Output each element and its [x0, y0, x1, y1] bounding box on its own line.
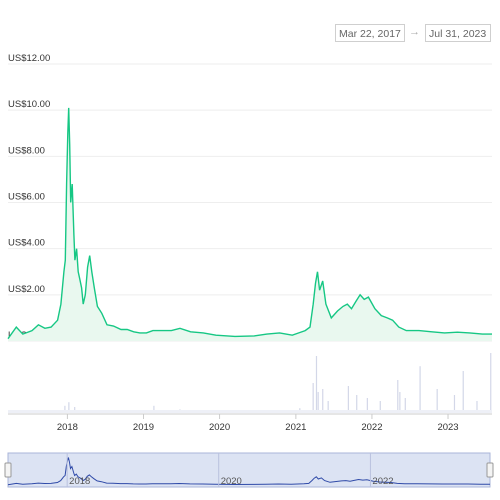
x-tick-label: 2021 [285, 422, 306, 433]
volume-bar [64, 405, 66, 413]
price-line [7, 107, 492, 340]
volume-bar [68, 402, 70, 413]
volume-bars [8, 353, 492, 413]
x-tick-label: 2022 [361, 422, 382, 433]
navigator-tick-label: 2018 [69, 476, 90, 487]
x-tick-label: 2019 [133, 422, 154, 433]
volume-bar [397, 380, 399, 413]
volume-bar [347, 386, 349, 413]
volume-bar [453, 395, 456, 413]
volume-bar [462, 371, 464, 413]
navigator-window[interactable] [7, 452, 491, 488]
volume-bar [366, 398, 368, 413]
volume-bar [322, 389, 324, 413]
y-tick-label: US$4.00 [8, 238, 45, 249]
navigator-right-handle[interactable] [486, 462, 494, 478]
volume-bar [312, 383, 314, 413]
x-tick-label: 2018 [57, 422, 78, 433]
price-area [8, 107, 492, 342]
volume-bar [490, 353, 492, 413]
navigator-tick-label: 2022 [372, 476, 393, 487]
navigator[interactable]: 2018 2020 2022 [4, 452, 494, 488]
date-range-to-input[interactable]: Jul 31, 2023 [425, 24, 491, 42]
range-arrow-icon: → [409, 26, 420, 38]
volume-bar [399, 392, 401, 413]
y-tick-label: US$6.00 [8, 192, 45, 203]
volume-bar [356, 395, 358, 413]
x-tick-label: 2020 [209, 422, 230, 433]
x-axis-ticks: 2018 2019 2020 2021 2022 2023 [57, 414, 459, 433]
volume-bar [419, 366, 421, 413]
volume-bar [153, 405, 155, 413]
volume-bar [476, 401, 478, 413]
y-tick-label: US$10.00 [8, 99, 50, 110]
navigator-left-handle[interactable] [4, 462, 12, 478]
volume-bar [436, 389, 438, 413]
x-tick-label: 2023 [437, 422, 458, 433]
volume-bar [404, 398, 406, 413]
navigator-line [7, 457, 490, 486]
navigator-tick-label: 2020 [221, 476, 242, 487]
volume-baseline [8, 410, 492, 413]
date-range-from-input[interactable]: Mar 22, 2017 [335, 24, 405, 42]
y-tick-label: US$8.00 [8, 145, 45, 156]
volume-bar [315, 356, 318, 413]
navigator-ticks: 2018 2020 2022 [66, 453, 394, 487]
volume-bar [327, 401, 329, 413]
volume-bar [317, 392, 319, 413]
y-tick-label: US$2.00 [8, 284, 45, 295]
volume-bar [379, 401, 381, 413]
y-tick-label: US$12.00 [8, 53, 50, 64]
y-axis-ticks: US$12.00 US$10.00 US$8.00 US$6.00 US$4.00 US$… [8, 53, 50, 341]
